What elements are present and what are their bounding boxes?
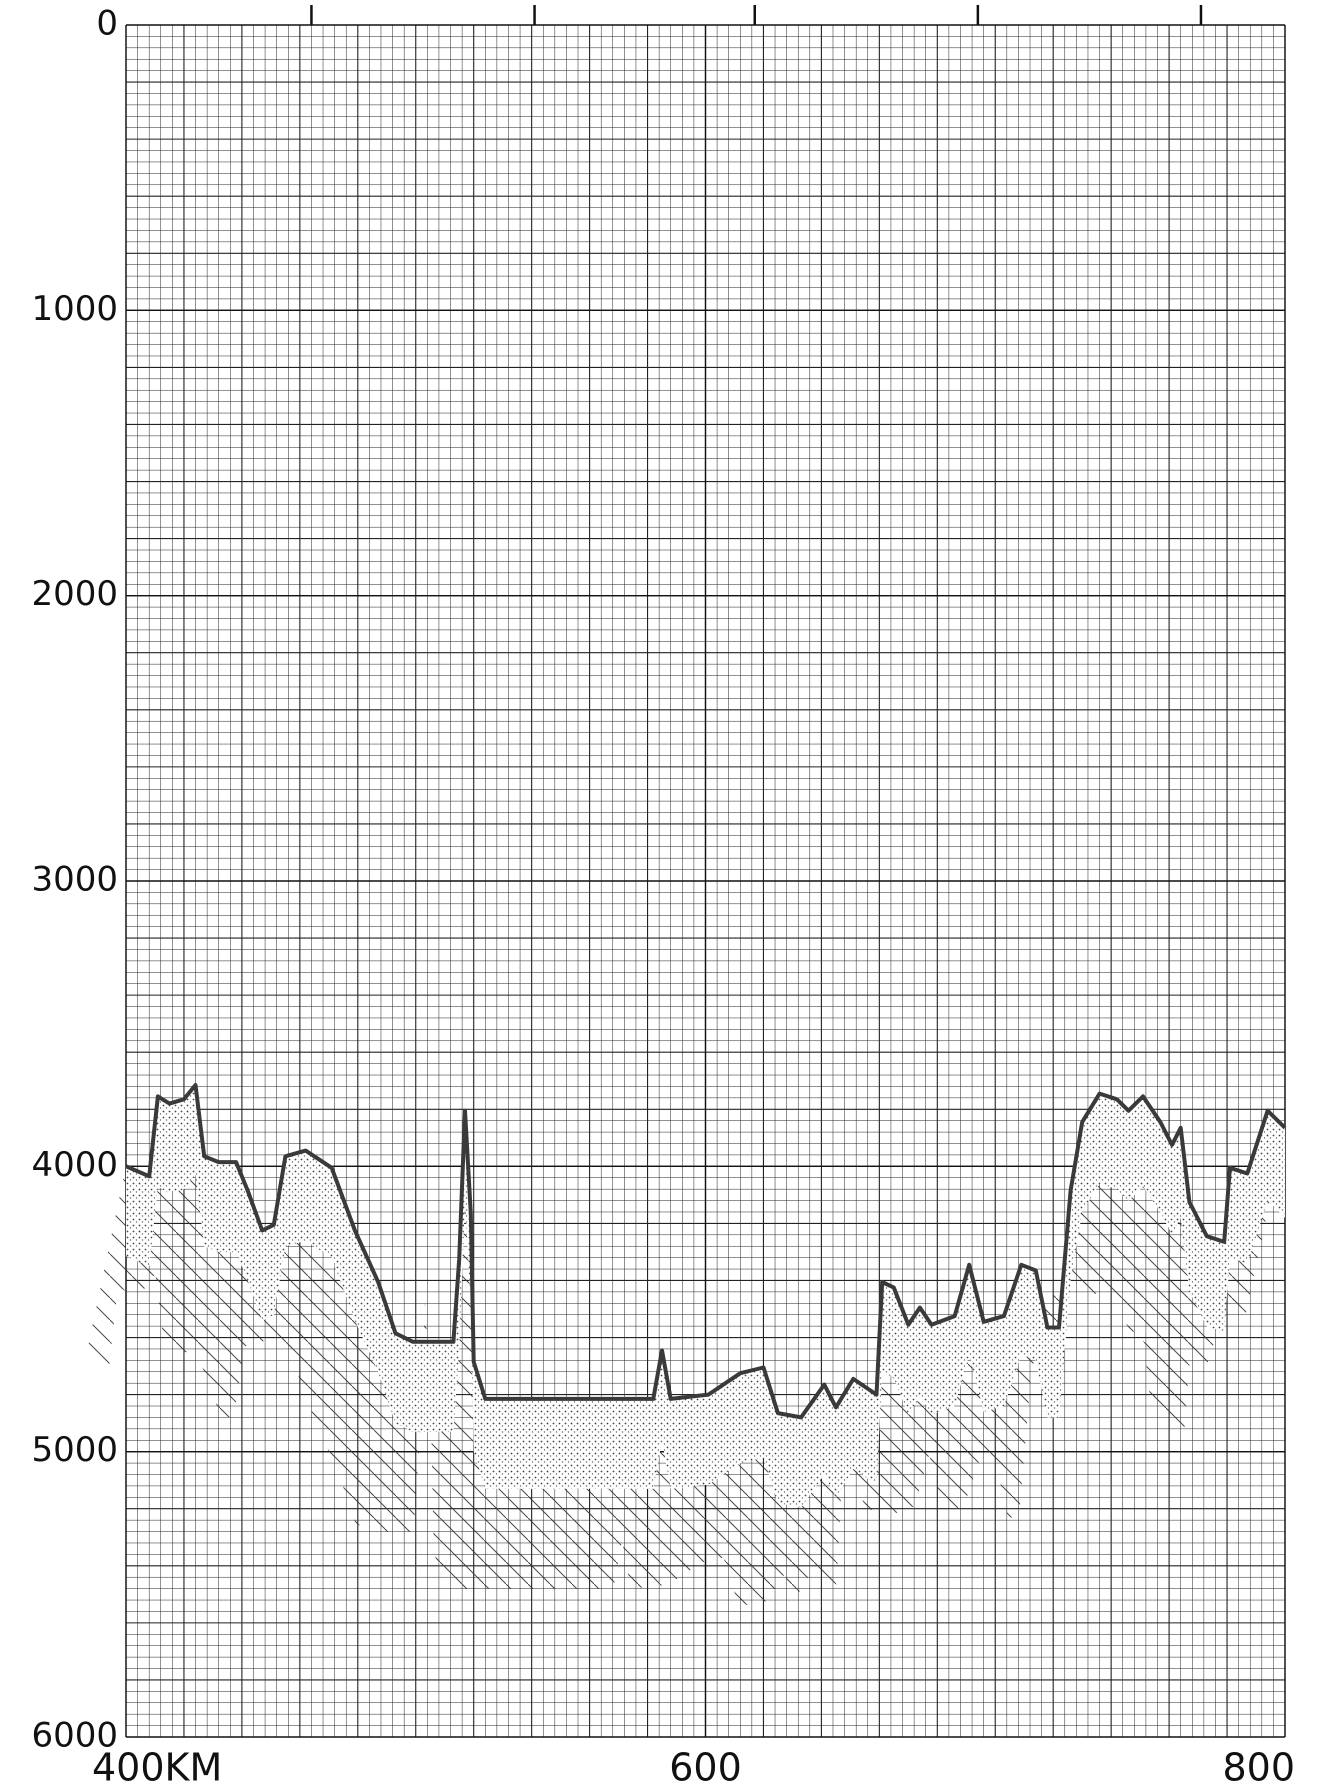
x-tick-label: 600 bbox=[669, 1746, 742, 1788]
y-tick-label: 0 bbox=[96, 4, 118, 44]
y-tick-label: 4000 bbox=[31, 1145, 118, 1185]
x-tick-label: 800 bbox=[1222, 1746, 1295, 1788]
y-tick-label: 1000 bbox=[31, 289, 118, 329]
profile-line bbox=[125, 1083, 1287, 1420]
marks bbox=[86, 1083, 1287, 1608]
x-tick-label: 400KM bbox=[92, 1746, 222, 1788]
seafloor-hatch bbox=[86, 1085, 1285, 1608]
y-tick-label: 2000 bbox=[31, 574, 118, 614]
y-tick-label: 3000 bbox=[31, 860, 118, 900]
y-tick-label: 5000 bbox=[31, 1430, 118, 1470]
y-tick-label: 6000 bbox=[31, 1716, 118, 1756]
seafloor-area bbox=[126, 1085, 1285, 1508]
